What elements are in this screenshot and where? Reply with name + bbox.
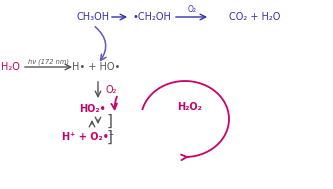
Text: O₂: O₂: [187, 5, 196, 15]
Text: H₂O: H₂O: [1, 62, 19, 72]
Text: CO₂ + H₂O: CO₂ + H₂O: [229, 12, 281, 22]
Text: hν (172 nm): hν (172 nm): [28, 58, 69, 65]
Text: O₂: O₂: [105, 85, 117, 95]
Text: •CH₂OH: •CH₂OH: [133, 12, 171, 22]
Text: H• + HO•: H• + HO•: [72, 62, 120, 72]
Text: H⁺ + O₂•⁻: H⁺ + O₂•⁻: [62, 132, 114, 142]
Text: H₂O₂: H₂O₂: [177, 102, 202, 112]
Text: CH₃OH: CH₃OH: [77, 12, 110, 22]
Text: ]: ]: [107, 129, 113, 145]
Text: HO₂•: HO₂•: [80, 104, 106, 114]
Text: ]: ]: [107, 114, 113, 129]
